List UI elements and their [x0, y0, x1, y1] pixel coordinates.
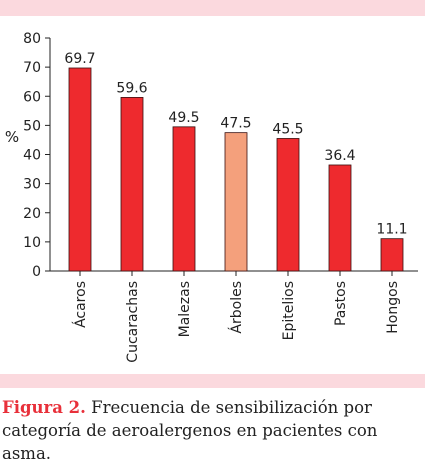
value-label: 69.7: [64, 51, 95, 67]
value-label: 11.1: [376, 222, 407, 238]
value-label: 59.6: [116, 80, 147, 96]
bar-ácaros: [68, 67, 92, 272]
bar-hongos: [380, 238, 404, 272]
bar-malezas: [172, 126, 196, 272]
bar-cucarachas: [120, 97, 144, 272]
category-label: Malezas: [177, 281, 193, 337]
y-tick-label: 20: [23, 206, 41, 222]
y-tick-label: 50: [23, 118, 41, 134]
y-tick-label: 60: [23, 89, 41, 105]
y-tick-label: 70: [23, 60, 41, 76]
bottom-band: [0, 374, 425, 388]
value-label: 47.5: [220, 116, 251, 132]
y-tick-label: 30: [23, 177, 41, 193]
category-label: Árboles: [228, 281, 245, 334]
category-label: Ácaros: [72, 281, 89, 328]
category-label: Pastos: [333, 281, 349, 326]
y-tick-label: 80: [23, 31, 41, 47]
y-tick-label: 10: [23, 235, 41, 251]
y-tick-label: 40: [23, 148, 41, 164]
value-label: 49.5: [168, 110, 199, 126]
bar-chart: 0 10 20 30 40 50 60 70 80% 69.7 Ácaros 59.6 Cucarach…: [5, 31, 418, 363]
bar-árboles: [224, 132, 248, 272]
figure-caption: Figura 2. Frecuencia de sensibilización …: [2, 396, 423, 465]
category-label: Hongos: [385, 281, 401, 334]
y-tick-label: 0: [32, 264, 41, 280]
value-label: 36.4: [324, 148, 355, 164]
figure-label: Figura 2.: [2, 398, 86, 417]
value-label: 45.5: [272, 121, 303, 137]
bar-pastos: [328, 164, 352, 272]
bar-epitelios: [276, 138, 300, 272]
category-label: Epitelios: [281, 281, 297, 340]
top-band: [0, 0, 425, 16]
y-axis-label: %: [5, 128, 19, 146]
category-label: Cucarachas: [125, 281, 141, 363]
